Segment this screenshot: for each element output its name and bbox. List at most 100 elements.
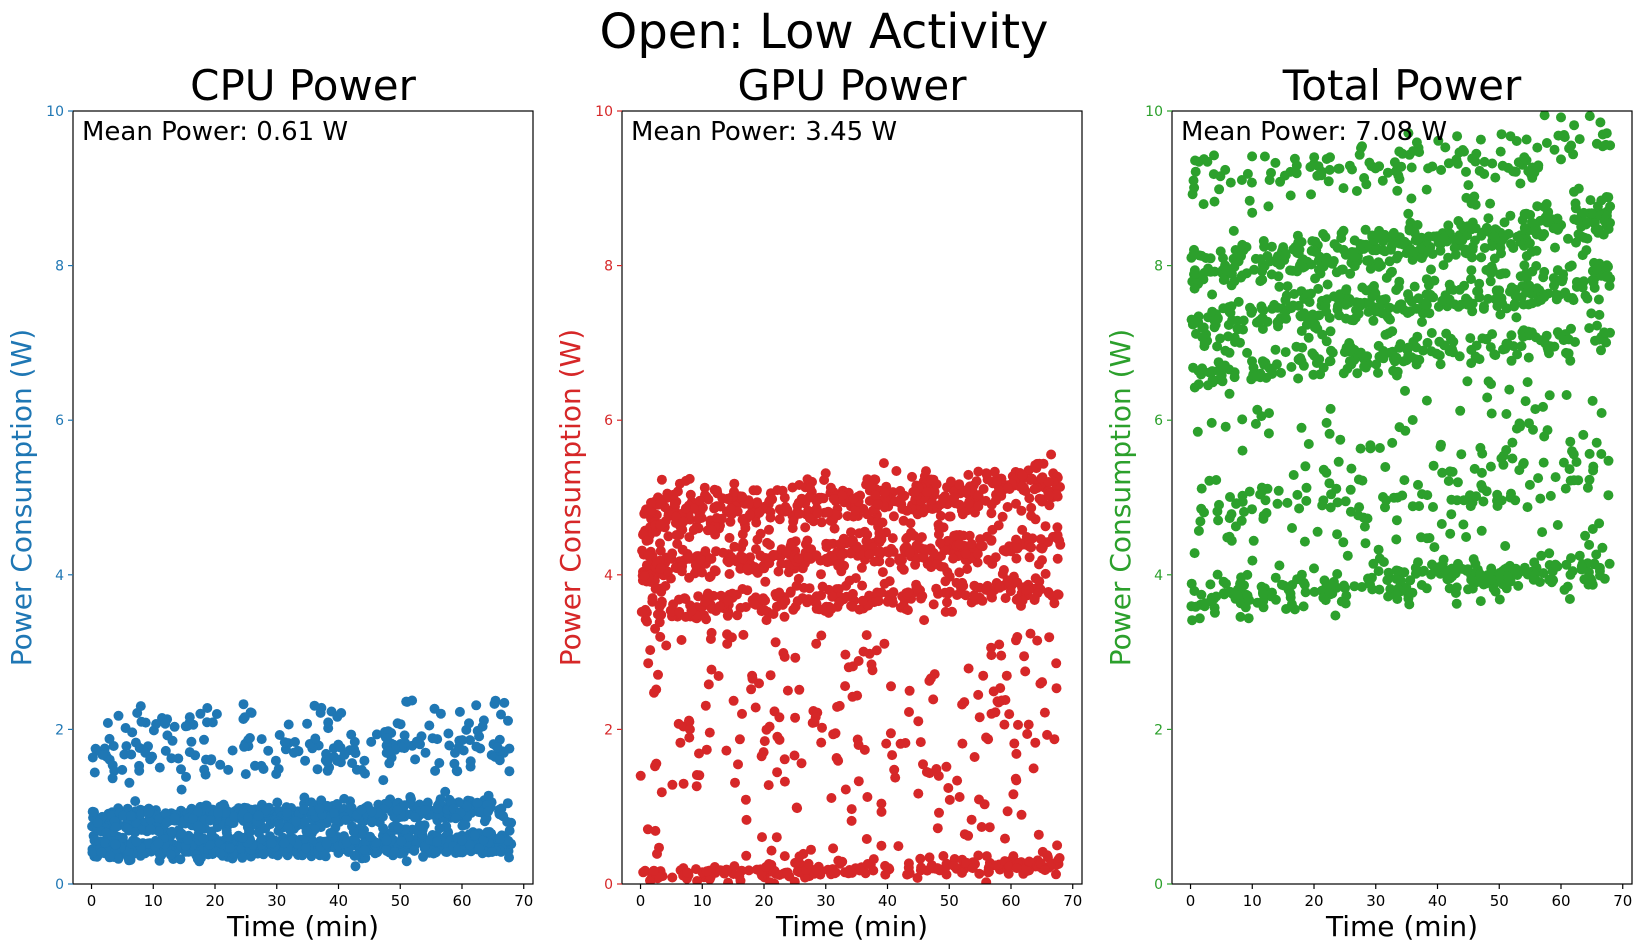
- data-point: [805, 483, 816, 494]
- data-point: [643, 550, 654, 561]
- data-point: [724, 569, 735, 579]
- data-point: [1246, 177, 1257, 188]
- data-point: [1451, 598, 1462, 609]
- data-point: [703, 494, 714, 505]
- data-point: [1202, 156, 1213, 167]
- data-point: [89, 767, 100, 778]
- data-point: [1461, 166, 1471, 177]
- data-point: [853, 656, 864, 666]
- data-point: [349, 834, 360, 845]
- data-point: [765, 877, 776, 884]
- data-point: [656, 497, 667, 508]
- data-point: [794, 684, 805, 695]
- data-point: [356, 804, 367, 815]
- data-point: [673, 718, 684, 729]
- data-point: [933, 770, 944, 781]
- data-point: [1518, 458, 1529, 468]
- data-point: [1588, 461, 1599, 472]
- data-point: [260, 823, 271, 834]
- data-point: [728, 695, 739, 706]
- data-point: [1496, 453, 1507, 464]
- data-point: [1435, 245, 1446, 256]
- data-point: [760, 595, 771, 606]
- data-point: [1272, 316, 1283, 327]
- data-point: [721, 745, 732, 756]
- data-point: [952, 775, 963, 786]
- data-point: [954, 539, 965, 550]
- data-point: [478, 834, 489, 845]
- data-point: [1564, 464, 1575, 475]
- data-point: [919, 615, 930, 626]
- data-point: [1272, 498, 1283, 509]
- data-point: [751, 517, 762, 528]
- data-point: [882, 596, 893, 607]
- data-point: [848, 493, 859, 504]
- data-point: [1500, 268, 1511, 279]
- data-point: [760, 862, 771, 872]
- data-point: [1416, 253, 1427, 264]
- data-point: [759, 605, 770, 615]
- data-point: [933, 529, 944, 540]
- data-point: [976, 540, 987, 550]
- data-point: [1362, 513, 1373, 524]
- data-point: [876, 798, 887, 809]
- data-point: [1466, 265, 1477, 276]
- data-point: [641, 535, 652, 546]
- data-point: [1299, 536, 1310, 547]
- data-point: [1565, 436, 1576, 447]
- data-point: [1017, 481, 1028, 492]
- data-point: [1345, 506, 1356, 517]
- data-point: [986, 642, 997, 653]
- data-point: [912, 872, 923, 883]
- data-point: [764, 524, 774, 535]
- data-point: [790, 652, 801, 663]
- data-point: [1235, 611, 1246, 622]
- data-point: [129, 827, 140, 838]
- data-point: [1474, 165, 1485, 176]
- data-point: [960, 485, 971, 496]
- data-point: [1054, 853, 1065, 863]
- data-point: [640, 614, 651, 625]
- data-point: [1332, 301, 1343, 312]
- y-tick-label: 2: [1154, 722, 1163, 738]
- data-point: [1403, 289, 1413, 300]
- data-point: [1521, 134, 1532, 145]
- data-point: [918, 507, 929, 518]
- data-point: [639, 571, 650, 581]
- data-point: [1266, 269, 1277, 280]
- data-point: [1275, 176, 1286, 187]
- chart-title: Total Power: [1282, 61, 1522, 110]
- data-point: [469, 830, 480, 841]
- data-point: [1354, 502, 1365, 513]
- data-point: [1212, 341, 1223, 352]
- data-point: [502, 798, 513, 809]
- data-point: [1051, 869, 1061, 880]
- data-point: [1221, 265, 1232, 276]
- data-point: [1023, 719, 1034, 730]
- data-point: [874, 528, 885, 539]
- data-point: [1373, 566, 1384, 577]
- data-point: [396, 836, 407, 847]
- data-point: [655, 563, 666, 574]
- data-point: [427, 733, 438, 744]
- data-point: [781, 546, 792, 557]
- data-point: [1528, 574, 1539, 585]
- data-point: [1264, 408, 1274, 419]
- data-point: [893, 841, 904, 852]
- data-point: [771, 832, 782, 843]
- data-point: [134, 765, 145, 776]
- data-point: [1421, 395, 1432, 406]
- data-point: [889, 764, 900, 775]
- data-point: [653, 669, 663, 680]
- data-point: [732, 610, 743, 621]
- data-point: [432, 836, 442, 847]
- data-point: [1604, 280, 1615, 291]
- data-point: [1282, 497, 1293, 508]
- data-point: [199, 764, 210, 775]
- data-point: [1225, 177, 1236, 188]
- data-point: [1422, 533, 1432, 544]
- data-point: [1255, 254, 1266, 265]
- data-point: [1002, 806, 1013, 817]
- data-point: [1393, 565, 1403, 576]
- data-point: [1301, 495, 1312, 506]
